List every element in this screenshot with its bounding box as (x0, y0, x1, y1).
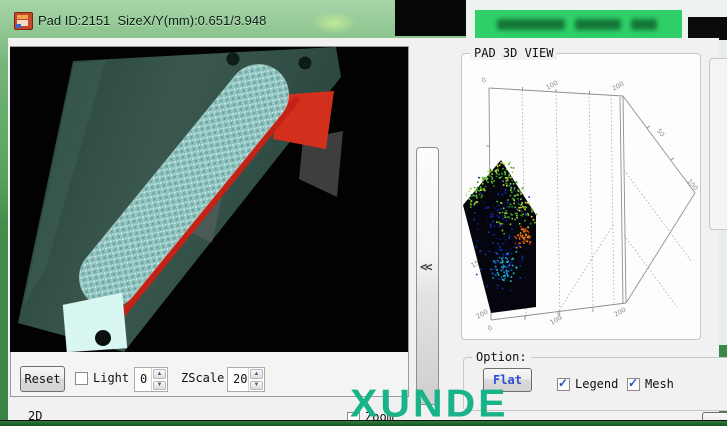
double-chevron-left-icon: << (420, 260, 433, 274)
zscale-spinner[interactable]: 20 ▲ ▼ (227, 367, 265, 392)
substrate-highlight (24, 60, 106, 305)
fiducial-hole (226, 52, 240, 66)
gray-shadow-region (299, 131, 343, 197)
svg-text:50: 50 (655, 127, 666, 138)
pad-lead-shape (62, 292, 128, 352)
cutoff-group-box (709, 58, 727, 230)
svg-text:0: 0 (480, 76, 487, 85)
svg-text:200: 200 (611, 80, 626, 93)
arrow-up-icon: ▲ (253, 370, 260, 377)
plot-gridlines (521, 89, 693, 320)
light-spinner-value: 0 (140, 372, 148, 386)
flat-button[interactable]: Flat (483, 368, 532, 392)
pad-3d-plot[interactable]: 0 100 200 50 100 100 150 200 0 100 200 (461, 60, 701, 339)
app-icon (14, 12, 33, 30)
cloud-base-plane (463, 160, 536, 313)
spinner-up-button[interactable]: ▲ (153, 369, 166, 379)
spinner-down-button[interactable]: ▼ (153, 380, 166, 390)
redaction-overlay-black (395, 0, 466, 36)
arrow-down-icon: ▼ (253, 382, 260, 389)
fiducial-hole (298, 56, 312, 70)
mesh-label: Mesh (645, 377, 674, 391)
point-cloud (465, 161, 538, 292)
zscale-label: ZScale (181, 371, 225, 385)
svg-text:200: 200 (613, 306, 628, 319)
watermark-text: XUNDE (350, 381, 509, 425)
row2-2d-label: 2D (28, 409, 43, 423)
lead-hole (95, 330, 111, 346)
svg-text:100: 100 (685, 177, 699, 192)
light-checkbox[interactable] (75, 372, 88, 385)
redaction-overlay-green (475, 10, 682, 39)
window-title: Pad ID:2151 SizeX/Y(mm):0.651/3.948 (38, 13, 267, 28)
redaction-overlay-black-right (688, 17, 727, 40)
svg-text:100: 100 (549, 314, 564, 327)
svg-text:100: 100 (545, 79, 560, 92)
arrow-up-icon: ▲ (156, 370, 163, 377)
titlebar-highlight (312, 12, 356, 34)
window-bottom-frame (0, 420, 727, 426)
legend-label: Legend (575, 377, 619, 391)
light-spinner[interactable]: 0 ▲ ▼ (134, 367, 168, 392)
mesh-checkbox[interactable] (627, 376, 640, 391)
spinner-down-button[interactable]: ▼ (250, 380, 263, 390)
zscale-spinner-value: 20 (233, 372, 248, 386)
svg-text:200: 200 (475, 308, 490, 321)
pad-edge-red-outline (114, 96, 300, 323)
svg-text:0: 0 (486, 324, 493, 333)
spinner-up-button[interactable]: ▲ (250, 369, 263, 379)
light-label: Light (93, 371, 130, 385)
legend-checkbox[interactable] (557, 376, 570, 391)
arrow-down-icon: ▼ (156, 382, 163, 389)
option-title: Option: (472, 350, 531, 364)
pad-image-view[interactable] (10, 47, 408, 352)
reset-button[interactable]: Reset (20, 366, 65, 392)
collapse-panel-button[interactable]: << (416, 147, 439, 405)
pad-3d-view-title: PAD 3D VIEW (470, 46, 558, 60)
